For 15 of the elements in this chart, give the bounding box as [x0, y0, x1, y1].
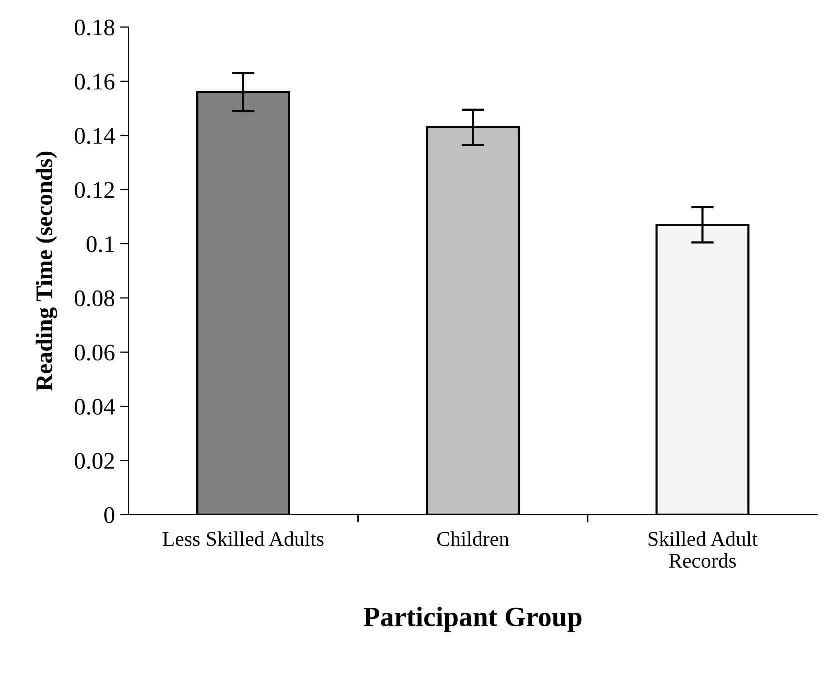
x-tick-label: Skilled Adult Records — [648, 532, 758, 568]
y-tick-label: 0.02 — [75, 453, 114, 470]
y-tick-label: 0.12 — [75, 182, 114, 198]
y-tick-label: 0.16 — [75, 74, 115, 90]
x-axis-title: Participant Group — [364, 606, 582, 632]
y-tick-label: 0.08 — [75, 290, 115, 307]
y-tick-label: 0.04 — [75, 399, 116, 416]
y-tick-label: 0.1 — [86, 236, 114, 253]
y-tick-label: 0 — [104, 507, 115, 524]
y-tick-label: 0.18 — [75, 20, 115, 36]
y-axis-title: Reading Time (seconds) — [36, 152, 58, 391]
y-tick-label: 0.14 — [75, 128, 116, 144]
x-tick-label: Less Skilled Adults — [163, 532, 324, 546]
y-tick-label: 0.06 — [75, 344, 115, 361]
x-tick-label: Children — [438, 532, 510, 546]
